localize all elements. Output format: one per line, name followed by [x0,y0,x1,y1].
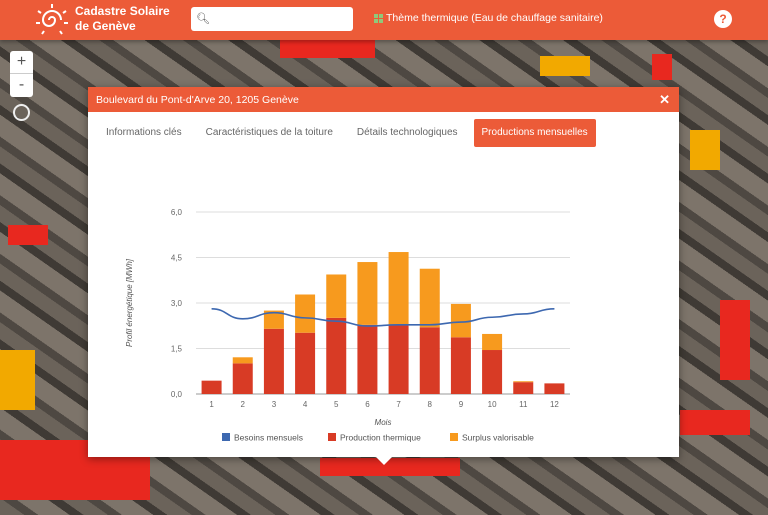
roof-patch [540,56,590,76]
roof-patch [280,40,375,58]
x-axis-label: Mois [375,418,392,427]
roof-patch [0,350,35,410]
zoom-in-button[interactable]: + [10,51,33,74]
y-tick-label: 1,5 [171,345,183,354]
line-besoins-mensuels[interactable] [211,307,555,327]
bar-production-thermique[interactable] [201,380,222,394]
x-tick-label: 6 [365,400,370,409]
roof-patch [680,410,750,435]
bar-surplus-valorisable[interactable] [388,252,409,325]
bar-surplus-valorisable[interactable] [482,333,503,351]
y-tick-label: 0,0 [171,390,183,399]
app-title[interactable]: Cadastre Solaire de Genève [75,4,185,34]
bar-surplus-valorisable[interactable] [419,268,440,328]
theme-selector[interactable]: Thème thermique (Eau de chauffage sanita… [374,12,603,24]
tab-bar: Informations clés Caractéristiques de la… [98,119,604,147]
bar-surplus-valorisable[interactable] [450,303,471,338]
legend-label[interactable]: Production thermique [340,433,421,443]
app-title-line1: Cadastre Solaire [75,4,170,18]
x-tick-label: 3 [272,400,277,409]
y-tick-label: 6,0 [171,208,183,217]
locate-icon[interactable] [13,104,30,121]
x-tick-label: 8 [428,400,433,409]
y-axis-label: Profil énergétique [MWh] [125,258,134,347]
roof-patch [652,54,672,80]
search-icon: 🔍︎ [196,13,210,25]
bar-surplus-valorisable[interactable] [357,262,378,325]
legend-swatch [450,433,458,441]
bar-surplus-valorisable[interactable] [326,274,347,318]
roof-patch [320,458,460,476]
top-bar: Cadastre Solaire de Genève 🔍︎ Thème therm… [0,0,768,40]
bar-production-thermique[interactable] [419,327,440,394]
roof-patch [8,225,48,245]
roof-patch [720,300,750,380]
x-tick-label: 5 [334,400,339,409]
bar-production-thermique[interactable] [388,324,409,394]
zoom-out-button[interactable]: - [18,76,25,93]
bar-surplus-valorisable[interactable] [232,357,253,364]
x-tick-label: 11 [519,400,528,409]
bar-production-thermique[interactable] [450,337,471,394]
help-button[interactable]: ? [714,10,732,28]
bar-surplus-valorisable[interactable] [295,294,316,333]
bar-production-thermique[interactable] [295,332,316,394]
close-icon[interactable]: ✕ [659,92,670,107]
bar-production-thermique[interactable] [357,324,378,394]
theme-label: Thème thermique (Eau de chauffage sanita… [386,12,603,24]
bar-production-thermique[interactable] [482,350,503,394]
bar-surplus-valorisable[interactable] [513,381,534,383]
legend-label[interactable]: Surplus valorisable [462,433,534,443]
bar-production-thermique[interactable] [263,328,284,394]
building-info-modal: Boulevard du Pont-d'Arve 20, 1205 Genève… [88,87,679,457]
legend-swatch [222,433,230,441]
modal-title: Boulevard du Pont-d'Arve 20, 1205 Genève [96,94,299,106]
x-tick-label: 10 [488,400,497,409]
x-tick-label: 12 [550,400,559,409]
legend-swatch [328,433,336,441]
modal-pointer [375,456,393,465]
bar-production-thermique[interactable] [232,363,253,394]
bar-production-thermique[interactable] [326,317,347,394]
grid-icon [374,13,383,23]
y-tick-label: 3,0 [171,299,183,308]
legend-label[interactable]: Besoins mensuels [234,433,303,443]
tab-productions-mensuelles[interactable]: Productions mensuelles [473,119,596,147]
bar-production-thermique[interactable] [513,382,534,394]
zoom-control: + - [10,51,33,97]
tab-caracteristiques-toiture[interactable]: Caractéristiques de la toiture [205,127,333,138]
bar-production-thermique[interactable] [544,383,565,394]
x-tick-label: 7 [396,400,401,409]
x-tick-label: 9 [459,400,464,409]
modal-header: Boulevard du Pont-d'Arve 20, 1205 Genève… [88,87,679,112]
x-tick-label: 2 [241,400,246,409]
search-input[interactable]: 🔍︎ [191,7,353,31]
x-tick-label: 1 [209,400,214,409]
y-tick-label: 4,5 [171,254,183,263]
roof-patch [690,130,720,170]
app-title-line2: de Genève [75,19,136,33]
sun-logo-icon [36,4,68,35]
tab-informations-cles[interactable]: Informations clés [106,127,182,138]
tab-details-technologiques[interactable]: Détails technologiques [356,127,458,138]
bar-surplus-valorisable[interactable] [263,310,284,329]
x-tick-label: 4 [303,400,308,409]
